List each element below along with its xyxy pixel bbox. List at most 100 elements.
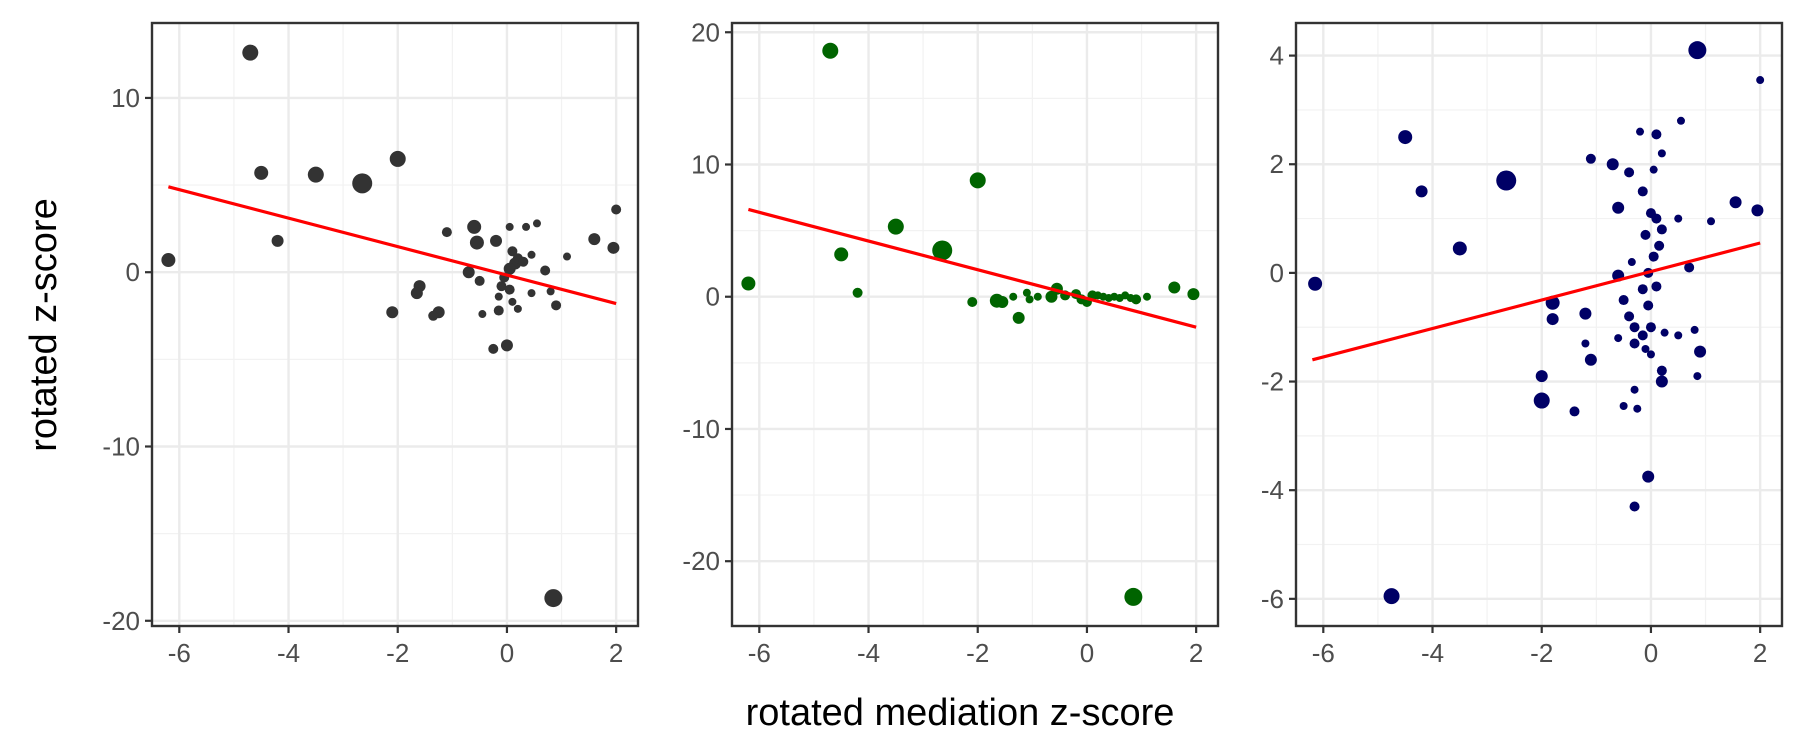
data-point — [1648, 251, 1659, 262]
data-point — [1618, 295, 1629, 306]
data-point — [1676, 116, 1685, 125]
x-tick-label: -4 — [857, 638, 880, 668]
data-point — [389, 150, 406, 167]
x-tick-label: -6 — [748, 638, 771, 668]
x-tick-label: -2 — [966, 638, 989, 668]
data-point — [161, 253, 176, 268]
data-point — [1415, 185, 1428, 198]
data-point — [1124, 587, 1143, 606]
data-point — [1612, 201, 1625, 214]
data-point — [1707, 217, 1716, 226]
data-point — [1656, 365, 1667, 376]
panel-border — [150, 21, 640, 628]
y-tick-label: -10 — [102, 431, 140, 461]
data-point — [1619, 401, 1628, 410]
x-tick-label: -2 — [1530, 638, 1553, 668]
data-point — [488, 343, 499, 354]
data-point — [1629, 501, 1640, 512]
data-point — [1629, 338, 1640, 349]
data-point — [467, 219, 482, 234]
x-tick-label: 2 — [1189, 638, 1203, 668]
data-point — [1636, 127, 1645, 136]
x-tick-label: 2 — [609, 638, 623, 668]
data-point — [1033, 292, 1042, 301]
data-point — [1656, 224, 1667, 235]
data-point — [410, 287, 423, 300]
data-point — [1643, 300, 1654, 311]
data-point — [1009, 292, 1018, 301]
data-point — [505, 222, 514, 231]
y-tick-label: 10 — [691, 149, 720, 179]
data-point — [1637, 186, 1648, 197]
data-point — [1630, 385, 1639, 394]
y-tick-label: 0 — [706, 282, 720, 312]
data-point — [478, 310, 487, 319]
data-point — [540, 265, 551, 276]
x-axis-title: rotated mediation z-score — [746, 692, 1175, 734]
data-point — [508, 297, 517, 306]
data-point — [834, 247, 849, 262]
data-point — [1674, 331, 1683, 340]
data-point — [513, 304, 522, 313]
data-point — [967, 297, 978, 308]
data-point — [563, 252, 572, 261]
regression-line — [1311, 241, 1761, 362]
data-point — [1694, 345, 1707, 358]
regression-line — [747, 207, 1197, 329]
data-point — [1688, 41, 1707, 60]
data-point — [1496, 170, 1517, 191]
data-point — [527, 289, 536, 298]
data-point — [1546, 313, 1559, 326]
panel-border — [730, 21, 1220, 628]
y-tick-label: -6 — [1261, 584, 1284, 614]
data-point — [1452, 241, 1467, 256]
data-point — [1641, 344, 1650, 353]
data-point — [1308, 276, 1323, 291]
data-point — [1629, 322, 1640, 333]
data-point — [1729, 196, 1742, 209]
data-point — [1646, 350, 1655, 359]
data-point — [518, 256, 529, 267]
data-point — [1693, 372, 1702, 381]
y-tick-label: -4 — [1261, 475, 1284, 505]
data-point — [1606, 158, 1619, 171]
data-point — [1660, 328, 1669, 337]
data-point — [386, 306, 399, 319]
data-point — [307, 166, 324, 183]
x-tick-label: 0 — [1644, 638, 1658, 668]
data-point — [1633, 404, 1642, 413]
x-tick-label: -2 — [386, 638, 409, 668]
data-point — [493, 305, 504, 316]
x-tick-label: -6 — [1312, 638, 1335, 668]
data-point — [507, 246, 518, 257]
data-point — [522, 222, 531, 231]
data-point — [503, 262, 516, 275]
data-point — [1642, 470, 1655, 483]
data-point — [822, 42, 839, 59]
data-point — [1684, 262, 1695, 273]
data-point — [1533, 392, 1550, 409]
y-tick-label: -10 — [682, 414, 720, 444]
data-point — [504, 284, 515, 295]
data-point — [996, 296, 1009, 309]
data-point — [1627, 258, 1636, 267]
data-point — [527, 250, 536, 259]
data-point — [1614, 334, 1623, 343]
data-point — [1654, 240, 1665, 251]
y-tick-label: 0 — [1270, 258, 1284, 288]
y-tick-label: 20 — [691, 17, 720, 47]
data-point — [969, 172, 986, 189]
data-point — [1655, 375, 1668, 388]
plot-background — [732, 23, 1218, 626]
data-point — [1131, 294, 1142, 305]
data-point — [1690, 325, 1699, 334]
data-point — [242, 44, 259, 61]
data-point — [1624, 311, 1635, 322]
data-point — [490, 234, 503, 247]
data-point — [1569, 406, 1580, 417]
data-point — [546, 287, 555, 296]
data-point — [1535, 370, 1548, 383]
data-point — [1651, 213, 1662, 224]
data-point — [1168, 281, 1181, 294]
